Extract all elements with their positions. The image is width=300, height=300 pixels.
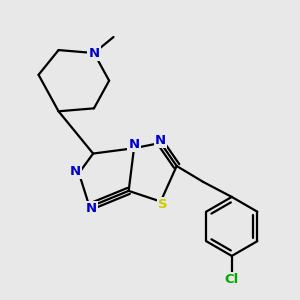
Text: Cl: Cl bbox=[225, 273, 239, 286]
Text: N: N bbox=[86, 202, 97, 215]
Text: N: N bbox=[128, 138, 140, 151]
Text: N: N bbox=[70, 165, 81, 178]
Text: N: N bbox=[155, 134, 166, 146]
Text: N: N bbox=[88, 46, 100, 59]
Text: S: S bbox=[158, 198, 167, 211]
